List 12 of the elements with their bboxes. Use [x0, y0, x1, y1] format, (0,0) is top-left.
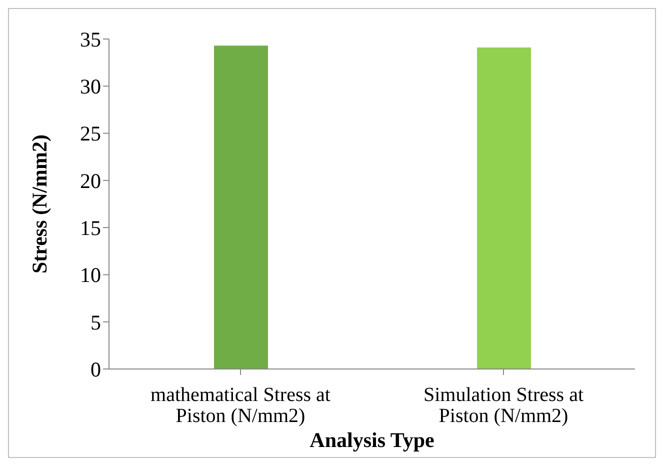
x-tick-label: Simulation Stress at Piston (N/mm2): [424, 384, 584, 427]
y-axis-title: Stress (N/mm2): [27, 134, 52, 274]
y-tick-label: 35: [80, 27, 101, 52]
y-tick-label: 20: [80, 168, 101, 193]
x-axis-title: Analysis Type: [310, 428, 434, 452]
y-tick-label: 30: [80, 74, 101, 99]
x-tick-label: mathematical Stress at Piston (N/mm2): [150, 384, 331, 427]
y-tick-label: 25: [80, 122, 101, 146]
y-tick-label: 5: [90, 310, 101, 334]
y-tick-label: 0: [90, 357, 101, 382]
y-tick-label: 10: [80, 263, 101, 288]
y-tick-label: 15: [80, 216, 101, 240]
